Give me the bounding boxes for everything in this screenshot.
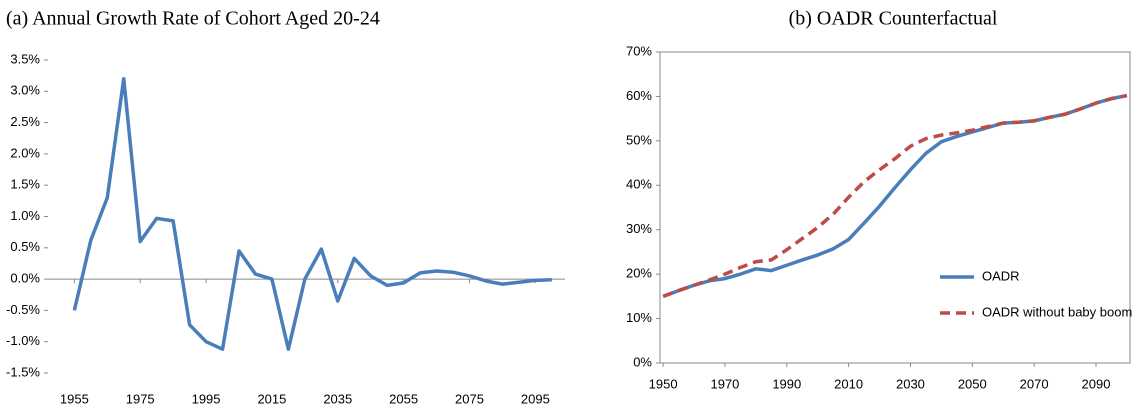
series-line <box>662 93 1128 298</box>
legend-label: OADR <box>982 268 1020 283</box>
x-tick-label: 1955 <box>60 391 89 406</box>
x-tick-label: 2075 <box>455 391 484 406</box>
y-tick-label: 40% <box>626 177 652 192</box>
x-tick-label: 2070 <box>1020 376 1049 391</box>
y-tick-label: 50% <box>626 132 652 147</box>
x-tick-label: 1975 <box>126 391 155 406</box>
y-tick-label: -1.0% <box>6 333 40 348</box>
y-tick-label: 1.0% <box>10 208 40 223</box>
y-tick-label: 2.0% <box>10 145 40 160</box>
x-tick-label: 1950 <box>649 376 678 391</box>
chart-title: (a) Annual Growth Rate of Cohort Aged 20… <box>6 8 380 30</box>
y-tick-label: 10% <box>626 310 652 325</box>
series-line <box>662 93 1128 298</box>
x-tick-label: 2035 <box>323 391 352 406</box>
y-tick-label: 0.0% <box>10 271 40 286</box>
x-tick-label: 2010 <box>834 376 863 391</box>
legend-label: OADR without baby boom <box>982 304 1132 319</box>
y-tick-label: 0.5% <box>10 239 40 254</box>
x-tick-label: 2095 <box>521 391 550 406</box>
y-tick-label: 1.5% <box>10 177 40 192</box>
chart-title: (b) OADR Counterfactual <box>789 8 998 30</box>
x-tick-label: 2055 <box>389 391 418 406</box>
y-tick-label: 20% <box>626 266 652 281</box>
x-tick-label: 2015 <box>257 391 286 406</box>
y-tick-label: 3.5% <box>10 51 40 66</box>
plot-frame <box>659 51 1131 364</box>
y-tick-label: 70% <box>626 43 652 58</box>
y-tick-label: 3.0% <box>10 83 40 98</box>
y-tick-label: 0% <box>633 354 652 369</box>
y-tick-label: -1.5% <box>6 364 40 379</box>
x-tick-label: 2050 <box>958 376 987 391</box>
x-tick-label: 1995 <box>192 391 221 406</box>
y-tick-label: 30% <box>626 221 652 236</box>
y-tick-label: -0.5% <box>6 302 40 317</box>
x-tick-label: 2090 <box>1082 376 1111 391</box>
x-tick-label: 1990 <box>772 376 801 391</box>
y-tick-label: 2.5% <box>10 114 40 129</box>
x-tick-label: 2030 <box>896 376 925 391</box>
y-tick-label: 60% <box>626 88 652 103</box>
x-tick-label: 1970 <box>710 376 739 391</box>
series-line <box>72 77 552 351</box>
